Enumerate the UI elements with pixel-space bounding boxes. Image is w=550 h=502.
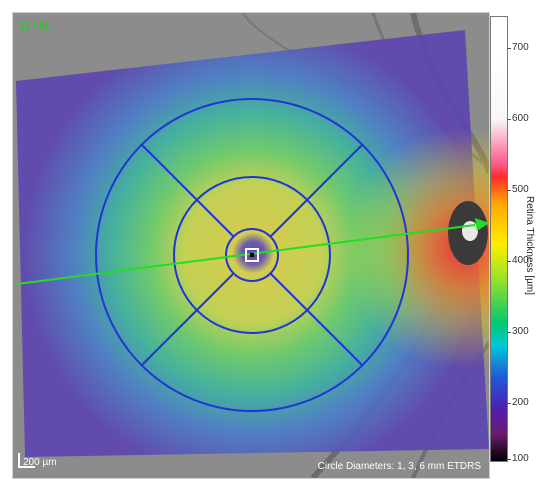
arrow-right-icon [475, 218, 489, 231]
middle-ring-3mm [173, 176, 331, 334]
tick-label: 100 [512, 453, 529, 464]
tick-label: 600 [512, 113, 529, 124]
scale-bar-label: 200 µm [23, 457, 57, 468]
colorbar-gradient [490, 16, 508, 462]
inner-ring-1mm [225, 228, 279, 282]
fundus-map-svg [13, 13, 489, 478]
tick-label: 400 [512, 255, 529, 266]
tick-label: 300 [512, 326, 529, 337]
tick-label: 500 [512, 184, 529, 195]
outer-ring-6mm [95, 98, 409, 412]
etdrs-grid [95, 98, 409, 412]
colorbar-legend: 700 600 500 400 300 200 100 Retina Thick… [490, 16, 550, 490]
tick-label: 200 [512, 397, 529, 408]
scan-counter: 31 / 61 [19, 21, 50, 32]
colorbar-title: Retina Thickness [µm] [524, 196, 535, 295]
square-target-icon [245, 248, 259, 262]
circle-diameters-note: Circle Diameters: 1, 3, 6 mm ETDRS [317, 461, 481, 472]
fundus-viewer[interactable]: 31 / 61 200 µm Circle Diameters: 1, 3, 6… [12, 12, 490, 479]
tick-label: 700 [512, 42, 529, 53]
scale-bar-icon [18, 453, 35, 468]
